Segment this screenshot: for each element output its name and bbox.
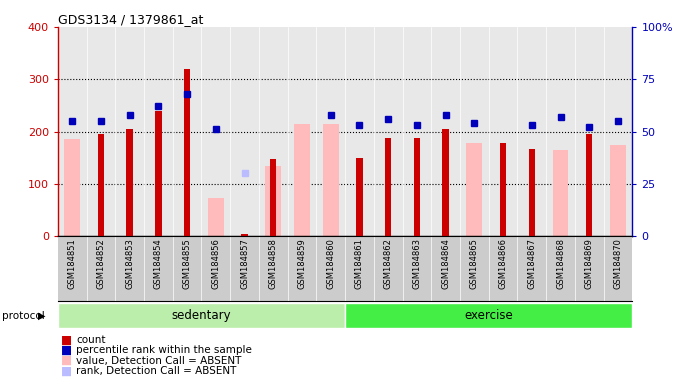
Bar	[270, 159, 277, 236]
Text: GSM184855: GSM184855	[183, 238, 192, 289]
Bar	[460, 27, 489, 236]
Text: ■: ■	[61, 364, 72, 377]
Bar	[144, 27, 173, 236]
Text: rank, Detection Call = ABSENT: rank, Detection Call = ABSENT	[76, 366, 237, 376]
Bar	[288, 27, 316, 236]
Text: GSM184861: GSM184861	[355, 238, 364, 289]
Bar	[259, 27, 288, 236]
Bar	[528, 149, 535, 236]
Text: protocol: protocol	[2, 311, 45, 321]
Bar	[345, 27, 374, 236]
Bar	[126, 129, 133, 236]
Bar	[116, 27, 144, 236]
Bar	[345, 303, 632, 328]
Text: GSM184852: GSM184852	[97, 238, 105, 289]
Text: GSM184862: GSM184862	[384, 238, 392, 289]
Bar	[586, 134, 592, 236]
Text: GSM184869: GSM184869	[585, 238, 594, 289]
Bar	[517, 27, 546, 236]
Bar	[65, 139, 80, 236]
Text: ■: ■	[61, 354, 72, 367]
Text: GSM184865: GSM184865	[470, 238, 479, 289]
Bar	[604, 27, 632, 236]
Text: ▶: ▶	[38, 311, 46, 321]
Bar	[431, 27, 460, 236]
Bar	[241, 233, 248, 236]
Text: GSM184864: GSM184864	[441, 238, 450, 289]
Text: GSM184857: GSM184857	[240, 238, 249, 289]
Bar	[385, 138, 392, 236]
Bar	[500, 143, 507, 236]
Bar	[374, 27, 403, 236]
Bar	[155, 111, 162, 236]
Text: sedentary: sedentary	[171, 310, 231, 322]
Text: GSM184856: GSM184856	[211, 238, 220, 289]
Text: ■: ■	[61, 333, 72, 346]
Text: value, Detection Call = ABSENT: value, Detection Call = ABSENT	[76, 356, 241, 366]
Text: GSM184867: GSM184867	[528, 238, 537, 289]
Text: GSM184868: GSM184868	[556, 238, 565, 289]
Bar	[173, 27, 201, 236]
Text: ■: ■	[61, 344, 72, 357]
Bar	[443, 129, 449, 236]
Bar	[316, 27, 345, 236]
Text: GSM184853: GSM184853	[125, 238, 134, 289]
Text: GSM184858: GSM184858	[269, 238, 277, 289]
Text: GSM184870: GSM184870	[613, 238, 622, 289]
Text: GSM184854: GSM184854	[154, 238, 163, 289]
Bar	[58, 27, 86, 236]
Bar	[323, 124, 339, 236]
Text: count: count	[76, 335, 105, 345]
Bar	[546, 27, 575, 236]
Text: GDS3134 / 1379861_at: GDS3134 / 1379861_at	[58, 13, 203, 26]
Bar	[610, 145, 626, 236]
Bar	[294, 124, 310, 236]
Bar	[98, 134, 104, 236]
Bar	[184, 69, 190, 236]
Bar	[466, 143, 482, 236]
Text: percentile rank within the sample: percentile rank within the sample	[76, 345, 252, 355]
Bar	[201, 27, 231, 236]
Bar	[356, 158, 362, 236]
Bar	[265, 166, 281, 236]
Bar	[553, 150, 568, 236]
Bar	[413, 138, 420, 236]
Bar	[403, 27, 431, 236]
Text: GSM184859: GSM184859	[298, 238, 307, 289]
Text: GSM184863: GSM184863	[413, 238, 422, 289]
Bar	[489, 27, 517, 236]
Bar	[230, 27, 259, 236]
Bar	[575, 27, 604, 236]
Bar	[208, 198, 224, 236]
Text: exercise: exercise	[464, 310, 513, 322]
Text: GSM184866: GSM184866	[498, 238, 507, 289]
Bar	[86, 27, 116, 236]
Text: GSM184860: GSM184860	[326, 238, 335, 289]
Bar	[58, 303, 345, 328]
Text: GSM184851: GSM184851	[68, 238, 77, 289]
